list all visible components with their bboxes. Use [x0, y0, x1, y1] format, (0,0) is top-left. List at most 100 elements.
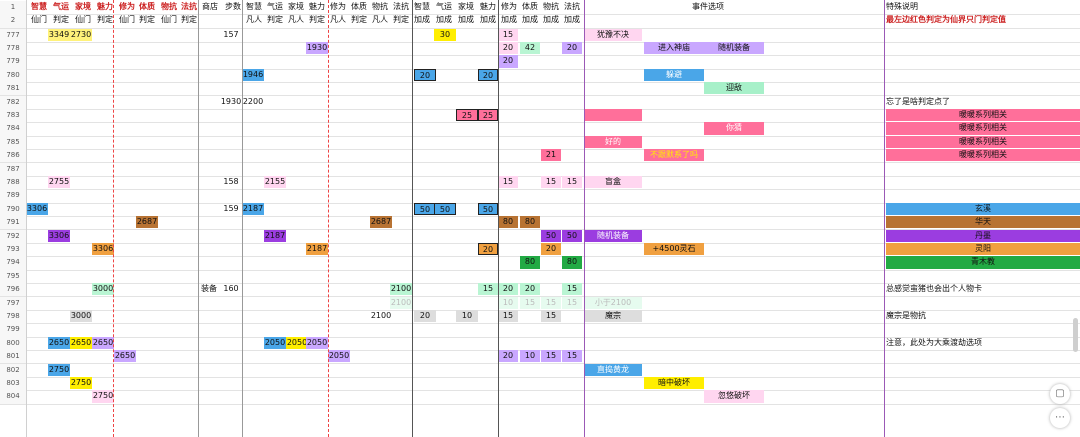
- grid-cell[interactable]: 1930: [220, 96, 242, 106]
- grid-cell[interactable]: 80: [520, 256, 540, 269]
- grid-cell[interactable]: 2687: [370, 216, 392, 229]
- grid-cell[interactable]: 10: [456, 309, 478, 323]
- grid-cell[interactable]: 15: [562, 296, 582, 309]
- grid-cell[interactable]: 15: [498, 309, 518, 323]
- grid-cell[interactable]: 3306: [92, 242, 114, 256]
- grid-cell[interactable]: 2050: [328, 350, 350, 363]
- grid-cell[interactable]: 2650: [48, 336, 70, 350]
- row-number[interactable]: 800: [0, 336, 27, 351]
- grid-cell[interactable]: 随机装备: [584, 229, 642, 242]
- row-number[interactable]: 796: [0, 283, 27, 297]
- grid-cell[interactable]: 20: [498, 283, 518, 296]
- grid-cell[interactable]: 2750: [70, 376, 92, 390]
- grid-cell[interactable]: 2200: [242, 96, 264, 106]
- grid-cell[interactable]: 2050: [264, 336, 286, 350]
- grid-cell[interactable]: 2750: [48, 363, 70, 376]
- grid-cell[interactable]: 盲盒: [584, 175, 642, 189]
- grid-cell[interactable]: 20: [498, 350, 518, 363]
- row-number[interactable]: 780: [0, 68, 27, 83]
- grid-cell[interactable]: 15: [498, 28, 518, 41]
- grid-cell[interactable]: 暖暖系列相关: [886, 122, 1080, 135]
- grid-cell[interactable]: 2100: [390, 283, 412, 296]
- grid-cell[interactable]: 2750: [92, 390, 114, 403]
- grid-cell[interactable]: 迎敌: [704, 82, 764, 95]
- grid-cell[interactable]: 20: [478, 242, 498, 256]
- row-number[interactable]: 785: [0, 135, 27, 150]
- row-number[interactable]: 798: [0, 309, 27, 324]
- vertical-scrollbar[interactable]: [1073, 318, 1078, 352]
- grid-cell[interactable]: 进入神庙: [644, 41, 704, 55]
- grid-cell[interactable]: 小于2100: [584, 296, 642, 309]
- grid-cell[interactable]: 15: [541, 296, 561, 309]
- grid-cell[interactable]: 2187: [242, 202, 264, 216]
- grid-cell[interactable]: 42: [520, 41, 540, 55]
- grid-cell[interactable]: 忘了是啥判定点了: [886, 96, 950, 106]
- chat-icon[interactable]: ▢: [1050, 384, 1070, 404]
- grid-cell[interactable]: 50: [434, 202, 456, 216]
- row-number[interactable]: 782: [0, 95, 27, 109]
- grid-cell[interactable]: 暖暖系列相关: [886, 108, 1080, 122]
- grid-cell[interactable]: 3000: [92, 283, 114, 296]
- grid-cell[interactable]: 2100: [370, 310, 392, 320]
- grid-cell[interactable]: 玄溪: [886, 202, 1080, 216]
- row-number[interactable]: 794: [0, 256, 27, 270]
- row-number[interactable]: 797: [0, 296, 27, 310]
- row-number[interactable]: 781: [0, 82, 27, 96]
- grid-cell[interactable]: 21: [541, 149, 561, 162]
- grid-cell[interactable]: 25: [456, 108, 478, 122]
- grid-cell[interactable]: 50: [478, 202, 498, 216]
- row-number[interactable]: 2: [0, 14, 27, 28]
- grid-cell[interactable]: 15: [520, 296, 540, 309]
- row-number[interactable]: 792: [0, 229, 27, 243]
- grid-cell[interactable]: [584, 108, 642, 122]
- grid-cell[interactable]: 25: [478, 108, 498, 122]
- grid-cell[interactable]: 15: [541, 175, 561, 189]
- row-number[interactable]: 787: [0, 162, 27, 176]
- grid-cell[interactable]: 2687: [136, 216, 158, 229]
- row-number[interactable]: 793: [0, 242, 27, 257]
- row-number[interactable]: 804: [0, 390, 27, 404]
- grid-cell[interactable]: 3306: [26, 202, 48, 216]
- grid-cell[interactable]: 2187: [306, 242, 328, 256]
- grid-cell[interactable]: 2050: [286, 336, 308, 350]
- grid-cell[interactable]: 2755: [48, 175, 70, 189]
- grid-cell[interactable]: 直捣黄龙: [584, 363, 642, 376]
- grid-cell[interactable]: 20: [414, 309, 436, 323]
- grid-cell[interactable]: 20: [414, 68, 436, 82]
- grid-cell[interactable]: 10: [498, 296, 518, 309]
- grid-cell[interactable]: 2650: [92, 336, 114, 350]
- grid-cell[interactable]: 好的: [584, 135, 642, 149]
- grid-cell[interactable]: 注意，此处为大乘渡劫选项: [886, 337, 982, 347]
- grid-cell[interactable]: 20: [478, 68, 498, 82]
- grid-cell[interactable]: 丹墨: [886, 229, 1080, 242]
- grid-cell[interactable]: 魔宗: [584, 309, 642, 323]
- grid-cell[interactable]: 华天: [886, 216, 1080, 229]
- grid-cell[interactable]: 15: [541, 309, 561, 323]
- row-number[interactable]: 778: [0, 41, 27, 56]
- grid-cell[interactable]: 157: [223, 29, 239, 39]
- grid-cell[interactable]: 暖暖系列相关: [886, 149, 1080, 162]
- row-number[interactable]: 786: [0, 149, 27, 163]
- grid-cell[interactable]: 15: [478, 283, 498, 296]
- grid-cell[interactable]: 2187: [264, 229, 286, 242]
- grid-cell[interactable]: 3000: [70, 309, 92, 323]
- more-icon[interactable]: ⋯: [1050, 408, 1070, 428]
- grid-cell[interactable]: 躲避: [644, 68, 704, 82]
- grid-cell[interactable]: +4500灵石: [644, 242, 704, 256]
- grid-cell[interactable]: 你猜: [704, 122, 764, 135]
- grid-cell[interactable]: 随机装备: [704, 41, 764, 55]
- grid-cell[interactable]: 3349: [48, 28, 70, 41]
- grid-cell[interactable]: 159: [223, 203, 239, 213]
- grid-cell[interactable]: 3306: [48, 229, 70, 242]
- grid-cell[interactable]: 灵阳: [886, 242, 1080, 256]
- grid-cell[interactable]: 15: [541, 350, 561, 363]
- grid-cell[interactable]: 10: [520, 350, 540, 363]
- grid-cell[interactable]: 1930: [306, 41, 328, 55]
- grid-cell[interactable]: 魔宗是物抗: [886, 310, 926, 320]
- grid-cell[interactable]: 15: [562, 175, 582, 189]
- grid-cell[interactable]: 总感觉蛮猪也会出个人物卡: [886, 284, 982, 294]
- grid-cell[interactable]: 50: [414, 202, 436, 216]
- grid-cell[interactable]: 158: [223, 176, 239, 186]
- row-number[interactable]: 783: [0, 108, 27, 123]
- grid-cell[interactable]: 青木教: [886, 256, 1080, 269]
